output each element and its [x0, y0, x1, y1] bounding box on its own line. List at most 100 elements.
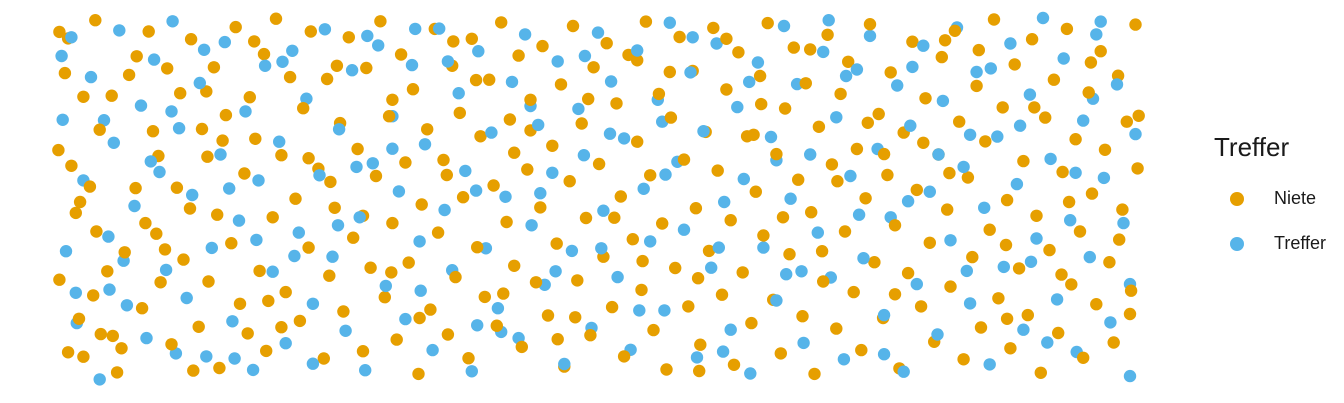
point-treffer	[697, 125, 710, 138]
point-treffer	[837, 353, 851, 366]
point-niete	[53, 273, 66, 286]
point-niete	[1039, 111, 1052, 124]
point-niete	[360, 61, 373, 75]
point-niete	[269, 12, 283, 25]
point-niete	[253, 264, 266, 278]
point-niete	[821, 28, 834, 41]
point-treffer	[1030, 232, 1043, 245]
point-niete	[805, 206, 818, 219]
point-treffer	[603, 127, 617, 140]
point-niete	[910, 183, 923, 197]
point-treffer	[433, 22, 446, 35]
point-treffer	[102, 230, 115, 243]
point-niete	[260, 344, 273, 358]
point-treffer	[595, 242, 608, 255]
point-treffer	[617, 132, 631, 145]
point-niete	[174, 87, 187, 100]
point-treffer	[205, 241, 218, 255]
point-niete	[469, 73, 483, 87]
point-niete	[317, 352, 330, 365]
point-treffer	[737, 172, 750, 186]
point-treffer	[797, 336, 810, 350]
point-treffer	[578, 49, 592, 63]
point-treffer	[1041, 336, 1054, 349]
point-niete	[77, 90, 90, 104]
point-niete	[1098, 143, 1112, 156]
point-treffer	[716, 345, 730, 358]
point-treffer	[844, 169, 857, 183]
point-treffer	[1004, 37, 1017, 50]
point-treffer	[1090, 28, 1103, 41]
point-treffer	[877, 308, 891, 322]
point-treffer	[379, 279, 392, 293]
point-niete	[919, 92, 932, 105]
point-niete	[195, 122, 209, 136]
point-niete	[165, 338, 178, 351]
point-treffer	[372, 39, 385, 52]
point-treffer	[710, 37, 723, 50]
point-niete	[753, 69, 767, 83]
point-treffer	[153, 165, 166, 179]
point-niete	[1094, 45, 1107, 58]
point-treffer	[1097, 171, 1111, 185]
point-niete	[906, 35, 919, 48]
point-niete	[456, 191, 470, 204]
point-niete	[462, 352, 475, 365]
point-niete	[90, 225, 103, 238]
point-niete	[582, 92, 595, 106]
point-niete	[702, 244, 716, 258]
point-niete	[421, 123, 434, 136]
point-treffer	[286, 44, 299, 57]
point-treffer	[960, 264, 973, 278]
point-niete	[200, 85, 213, 98]
point-treffer	[438, 203, 451, 217]
point-treffer	[936, 94, 950, 108]
point-treffer	[604, 75, 618, 88]
point-treffer	[777, 19, 791, 33]
point-niete	[953, 115, 966, 128]
point-treffer	[113, 24, 126, 37]
legend-key-treffer	[1230, 236, 1244, 251]
point-niete	[139, 216, 152, 230]
point-treffer	[413, 235, 426, 248]
point-niete	[158, 243, 172, 256]
point-treffer	[228, 352, 241, 365]
point-niete	[233, 297, 247, 310]
point-treffer	[906, 60, 919, 74]
point-treffer	[1050, 293, 1064, 306]
point-treffer	[817, 45, 830, 59]
point-niete	[453, 106, 466, 120]
point-niete	[943, 166, 956, 180]
point-treffer	[166, 15, 179, 28]
point-treffer	[326, 250, 339, 263]
point-treffer	[405, 58, 419, 72]
point-niete	[293, 314, 307, 328]
point-niete	[608, 211, 621, 224]
point-niete	[241, 327, 254, 340]
point-niete	[347, 231, 360, 244]
point-niete	[302, 152, 315, 165]
point-niete	[1008, 58, 1021, 71]
point-niete	[1084, 56, 1098, 69]
point-treffer	[963, 128, 977, 141]
point-treffer	[572, 102, 585, 116]
point-treffer	[633, 304, 646, 317]
point-niete	[1129, 18, 1142, 31]
legend-item-niete: Niete	[1214, 176, 1326, 221]
point-treffer	[591, 26, 605, 39]
point-niete	[799, 77, 812, 90]
point-niete	[847, 285, 860, 299]
point-niete	[406, 83, 420, 96]
point-niete	[551, 333, 564, 346]
point-niete	[755, 97, 768, 111]
point-niete	[917, 136, 930, 149]
point-niete	[238, 167, 251, 180]
point-niete	[500, 215, 513, 229]
point-treffer	[223, 182, 236, 195]
point-treffer	[200, 350, 213, 363]
point-treffer	[218, 35, 231, 49]
point-niete	[415, 198, 428, 211]
point-treffer	[1013, 119, 1027, 132]
point-treffer	[232, 214, 246, 227]
point-niete	[447, 35, 460, 48]
